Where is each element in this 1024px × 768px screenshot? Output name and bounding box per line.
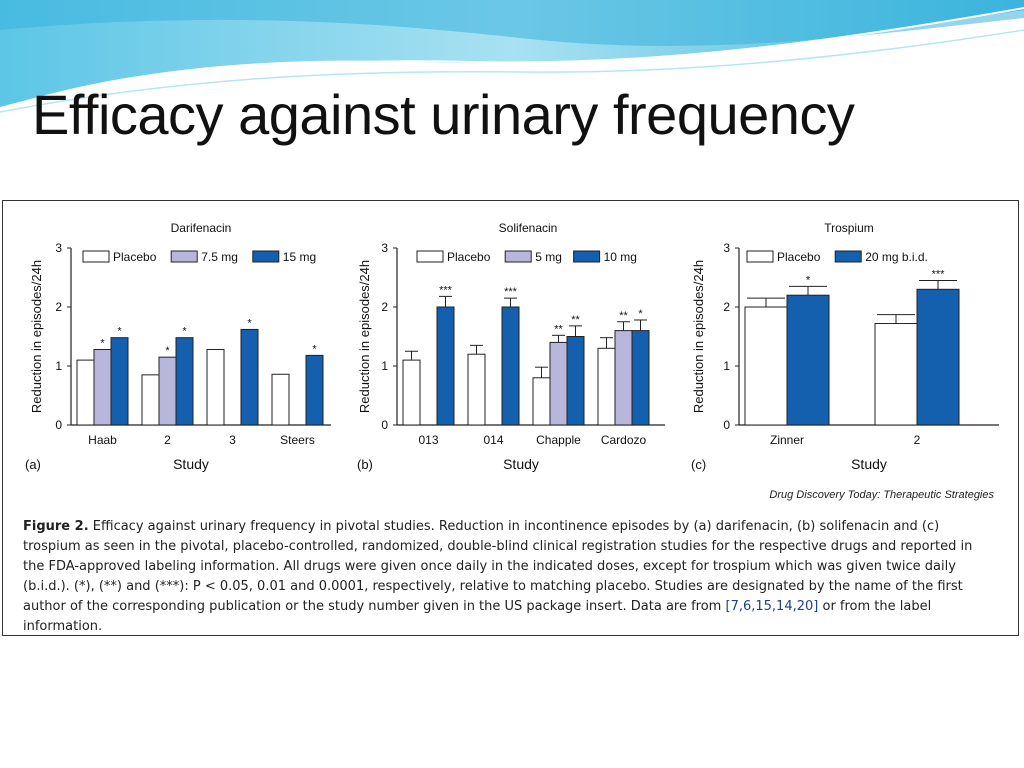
bar-0-2-2 <box>240 328 259 426</box>
y-axis-label-0: Reduction in episodes/24h <box>29 260 44 413</box>
y-tick-label-0-3: 3 <box>55 241 62 255</box>
bar-1-0-2 <box>532 377 551 426</box>
chart-title-1: Solifenacin <box>499 221 558 235</box>
y-tick-label-2-3: 3 <box>723 241 730 255</box>
bar-0-0-0 <box>76 359 95 426</box>
figure-caption: Figure 2. Efficacy against urinary frequ… <box>23 517 993 637</box>
legend-label-1-0: Placebo <box>447 250 491 264</box>
y-tick-label-1-1: 1 <box>381 359 388 373</box>
panel-label-2: (c) <box>691 457 706 472</box>
y-tick-label-2-1: 1 <box>723 359 730 373</box>
bar-0-0-2 <box>206 348 225 426</box>
x-tick-label-2-0: Zinner <box>770 433 804 447</box>
bar-2-0-1 <box>874 323 918 426</box>
bar-0-2-1 <box>175 337 194 426</box>
figure-panel: Darifenacin 0 1 2 3 Reduction in episodes/24h… <box>2 200 1019 636</box>
chart-title-2: Trospium <box>824 221 874 235</box>
x-tick-label-0-0: Haab <box>88 433 117 447</box>
bar-1-2-1 <box>501 306 520 426</box>
legend-swatch-2-1 <box>834 250 862 263</box>
legend-swatch-0-0 <box>82 250 110 263</box>
y-axis-label-2: Reduction in episodes/24h <box>691 260 706 413</box>
x-tick-label-1-3: Cardozo <box>601 433 647 447</box>
sig-marker-0-2-1: * <box>182 326 187 338</box>
bar-0-1-0 <box>93 348 112 426</box>
bar-1-2-0 <box>436 306 455 426</box>
x-tick-label-0-3: Steers <box>280 433 315 447</box>
x-tick-label-1-0: 013 <box>418 433 438 447</box>
legend-label-0-1: 7.5 mg <box>201 250 238 264</box>
y-axis-label-1: Reduction in episodes/24h <box>357 260 372 413</box>
bar-0-0-1 <box>141 374 160 426</box>
sig-marker-1-1-2: ** <box>554 323 563 335</box>
bar-1-0-3 <box>597 347 616 426</box>
x-axis-label-0: Study <box>173 456 209 472</box>
panel-label-0: (a) <box>25 457 41 472</box>
y-tick-label-2-0: 0 <box>723 418 730 432</box>
bar-2-1-0 <box>786 294 830 426</box>
bar-0-0-3 <box>271 373 290 426</box>
x-tick-label-1-2: Chapple <box>536 433 581 447</box>
bar-0-1-1 <box>158 356 177 426</box>
bar-charts: Darifenacin 0 1 2 3 Reduction in episodes/24h… <box>25 221 999 472</box>
x-axis-label-1: Study <box>503 456 539 472</box>
y-tick-label-0-1: 1 <box>55 359 62 373</box>
legend-swatch-1-2 <box>573 250 601 263</box>
x-axis-label-2: Study <box>851 456 887 472</box>
bar-1-1-3 <box>614 330 633 426</box>
bar-0-2-0 <box>110 337 129 426</box>
legend-swatch-2-0 <box>746 250 774 263</box>
x-tick-label-2-1: 2 <box>914 433 921 447</box>
legend-label-0-0: Placebo <box>113 250 157 264</box>
x-tick-label-0-1: 2 <box>164 433 171 447</box>
legend-swatch-0-1 <box>170 250 198 263</box>
caption-text: Efficacy against urinary frequency in pi… <box>23 519 973 614</box>
legend-label-2-1: 20 mg b.i.d. <box>865 250 928 264</box>
sig-marker-0-2-3: * <box>312 343 317 355</box>
legend-label-0-2: 15 mg <box>283 250 316 264</box>
bar-2-1-1 <box>916 288 960 426</box>
y-tick-label-1-2: 2 <box>381 300 388 314</box>
x-tick-label-1-1: 014 <box>483 433 503 447</box>
sig-marker-1-2-1: *** <box>504 286 518 298</box>
sig-marker-0-2-0: * <box>117 326 122 338</box>
panel-label-1: (b) <box>357 457 373 472</box>
legend-label-1-2: 10 mg <box>604 250 637 264</box>
legend-label-2-0: Placebo <box>777 250 821 264</box>
y-tick-label-0-2: 2 <box>55 300 62 314</box>
y-tick-label-2-2: 2 <box>723 300 730 314</box>
header-wave-decoration <box>0 0 1024 113</box>
bar-1-2-3 <box>631 330 650 426</box>
sig-marker-2-1-0: * <box>806 274 811 286</box>
caption-label: Figure 2. <box>23 519 89 534</box>
sig-marker-0-1-1: * <box>165 345 170 357</box>
legend-swatch-1-0 <box>416 250 444 263</box>
sig-marker-1-1-3: ** <box>619 310 628 322</box>
sig-marker-1-2-2: ** <box>571 314 580 326</box>
y-tick-label-1-3: 3 <box>381 241 388 255</box>
y-tick-label-0-0: 0 <box>55 418 62 432</box>
sig-marker-0-2-2: * <box>247 317 252 329</box>
legend-label-1-1: 5 mg <box>535 250 562 264</box>
bar-2-0-0 <box>744 306 788 426</box>
bar-1-2-2 <box>566 336 585 426</box>
bar-1-1-2 <box>549 341 568 426</box>
slide-title: Efficacy against urinary frequency <box>32 83 855 146</box>
caption-references-link[interactable]: [7,6,15,14,20] <box>725 599 819 614</box>
sig-marker-1-2-3: * <box>638 308 643 320</box>
legend-swatch-0-2 <box>252 250 280 263</box>
bar-0-2-3 <box>305 354 324 426</box>
legend-swatch-1-1 <box>504 250 532 263</box>
caption-tail: or from the label information. <box>23 599 932 634</box>
bar-1-0-1 <box>467 353 486 426</box>
sig-marker-1-2-0: *** <box>439 284 453 296</box>
figure-credit: Drug Discovery Today: Therapeutic Strate… <box>769 489 994 501</box>
sig-marker-0-1-0: * <box>100 337 105 349</box>
bar-1-0-0 <box>402 359 421 426</box>
chart-title-0: Darifenacin <box>171 221 232 235</box>
x-tick-label-0-2: 3 <box>229 433 236 447</box>
y-tick-label-1-0: 0 <box>381 418 388 432</box>
sig-marker-2-1-1: *** <box>932 268 946 280</box>
